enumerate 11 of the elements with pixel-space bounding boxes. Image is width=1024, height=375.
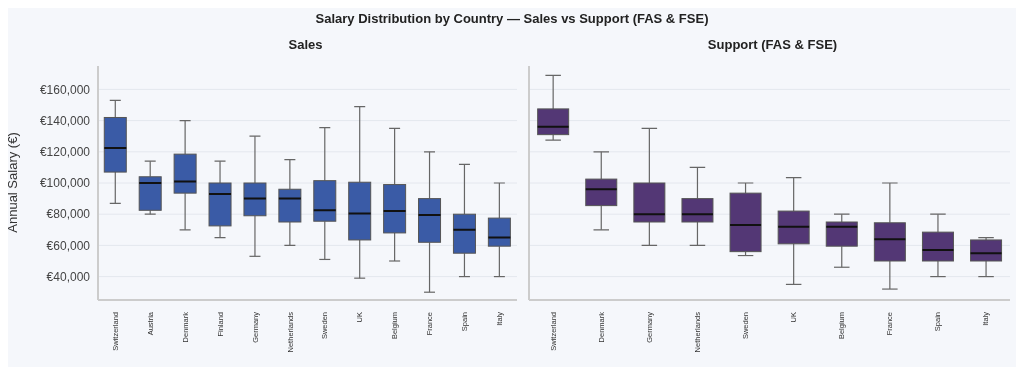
chart-title: Support (FAS & FSE) [706,36,839,54]
y-tick-label: €60,000 [46,238,91,253]
y-tick-label: €160,000 [39,82,91,97]
y-tick-label: €120,000 [39,145,91,160]
chart-title: Sales [287,36,324,54]
y-tick-label: €100,000 [39,176,91,191]
y-axis-title: Annual Salary (€) [7,132,20,233]
y-tick-label: €140,000 [39,113,91,128]
y-tick-label: €80,000 [46,207,91,222]
text: Salary Distribution by Country — Sales vs Support (FAS & FSE) [314,10,710,28]
y-tick-label: €40,000 [46,269,91,284]
